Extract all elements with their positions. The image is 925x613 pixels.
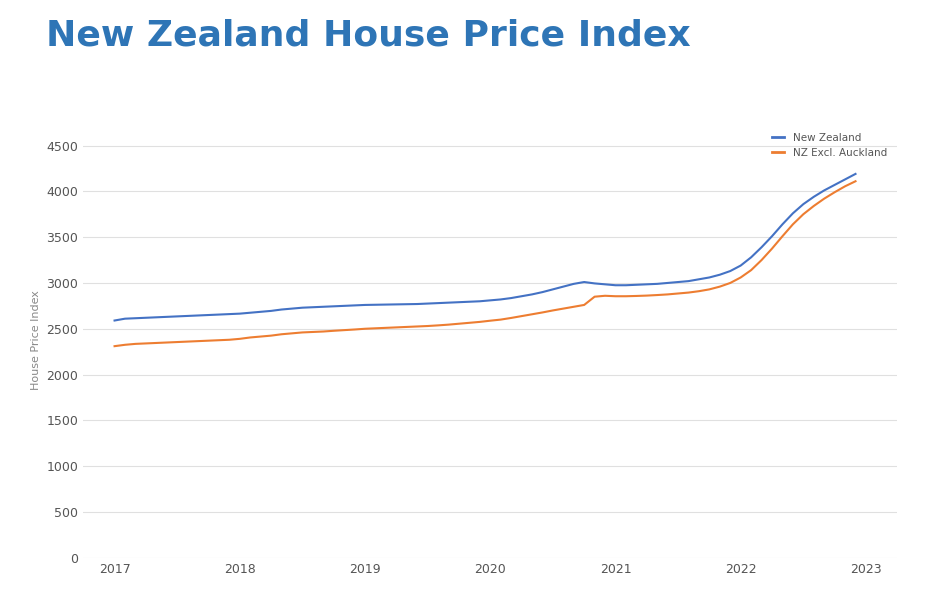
New Zealand: [610, 281, 621, 289]
NZ Excl. Auckland: [850, 178, 861, 185]
NZ Excl. Auckland: [610, 292, 621, 300]
New Zealand: [850, 170, 861, 178]
New Zealand: [214, 311, 225, 318]
Line: NZ Excl. Auckland: NZ Excl. Auckland: [115, 181, 856, 346]
NZ Excl. Auckland: [360, 325, 371, 332]
NZ Excl. Auckland: [579, 301, 590, 308]
New Zealand: [287, 305, 298, 312]
Text: New Zealand House Price Index: New Zealand House Price Index: [46, 18, 691, 52]
Legend: New Zealand, NZ Excl. Auckland: New Zealand, NZ Excl. Auckland: [767, 128, 892, 164]
New Zealand: [109, 317, 120, 324]
Y-axis label: House Price Index: House Price Index: [31, 291, 41, 390]
Line: New Zealand: New Zealand: [115, 174, 856, 321]
New Zealand: [526, 291, 537, 298]
NZ Excl. Auckland: [214, 337, 225, 344]
NZ Excl. Auckland: [287, 330, 298, 337]
NZ Excl. Auckland: [526, 311, 537, 318]
New Zealand: [579, 278, 590, 286]
New Zealand: [360, 301, 371, 308]
NZ Excl. Auckland: [109, 343, 120, 350]
